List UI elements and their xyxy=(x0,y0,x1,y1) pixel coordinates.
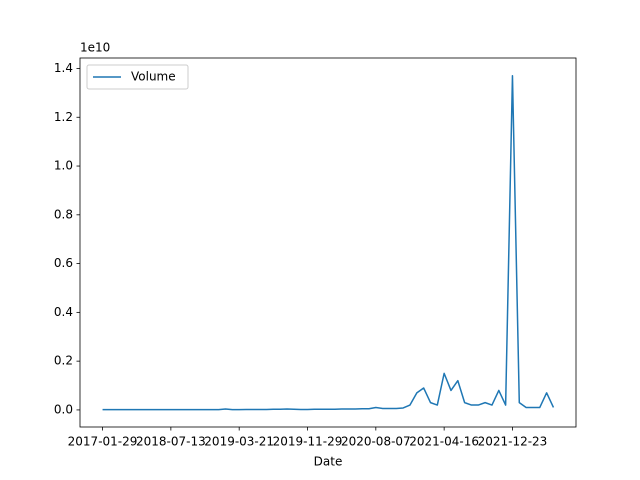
y-tick-label: 1.0 xyxy=(54,159,73,173)
x-tick-label: 2021-12-23 xyxy=(478,435,548,449)
x-axis-label: Date xyxy=(314,455,343,469)
x-tick-label: 2018-07-13 xyxy=(136,435,206,449)
y-tick-label: 0.8 xyxy=(54,207,73,221)
y-tick-label: 1.2 xyxy=(54,110,73,124)
y-tick-label: 0.4 xyxy=(54,305,73,319)
y-tick-label: 0.0 xyxy=(54,402,73,416)
x-tick-label: 2017-01-29 xyxy=(68,435,138,449)
y-tick-label: 1.4 xyxy=(54,61,73,75)
x-tick-label: 2020-08-07 xyxy=(341,435,411,449)
axes-frame xyxy=(79,57,577,428)
x-tick-label: 2019-03-21 xyxy=(204,435,274,449)
y-tick-label: 0.2 xyxy=(54,354,73,368)
x-tick-label: 2019-11-29 xyxy=(273,435,343,449)
x-tick-label: 2021-04-16 xyxy=(409,435,479,449)
y-offset-label: 1e10 xyxy=(80,41,110,55)
y-tick-label: 0.6 xyxy=(54,256,73,270)
legend-label: Volume xyxy=(131,70,176,84)
legend-box xyxy=(86,64,189,90)
line xyxy=(102,75,555,411)
